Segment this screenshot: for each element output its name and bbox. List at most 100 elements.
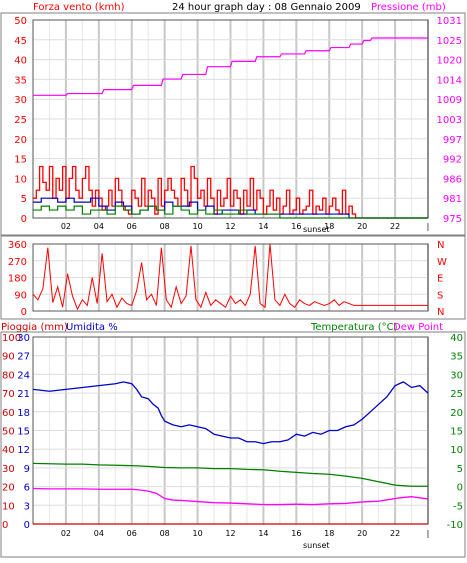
pressure-tick-label: 986 <box>443 174 462 185</box>
wind-direction-series <box>32 243 428 311</box>
wind-speed-tick-label: 35 <box>14 75 27 86</box>
hour-tick-label: 12 <box>225 529 235 538</box>
direction-tick-label: 270 <box>8 257 27 268</box>
hour-tick-label: 18 <box>324 529 334 538</box>
humidity-tick-label: 27 <box>17 352 30 363</box>
wind-pressure-series <box>33 37 428 219</box>
rain-tick-label: 100 <box>2 333 21 344</box>
humidity-axis-title: Umidita % <box>66 322 118 333</box>
wind-speed-tick-label: 50 <box>14 16 27 27</box>
pressure-tick-label: 975 <box>443 214 462 225</box>
series-temperaturac <box>32 462 428 487</box>
humidity-tick-label: 30 <box>17 333 30 344</box>
wind-speed-tick-label: 10 <box>14 174 27 185</box>
compass-label: N <box>437 240 444 251</box>
rain-tick-label: 80 <box>2 370 15 381</box>
hour-tick-label: 08 <box>160 222 170 231</box>
compass-label: N <box>437 307 444 318</box>
rain-tick-label: 60 <box>2 408 15 419</box>
hour-tick-label: 18 <box>324 222 334 231</box>
hour-tick-label: 16 <box>291 529 301 538</box>
temperature-axis-ticks: -10 -5 0 5 10 15 20 25 30 35 40 <box>447 333 463 531</box>
wind-speed-tick-label: 0 <box>21 214 27 225</box>
pressure-tick-label: 997 <box>443 135 462 146</box>
pressure-tick-label: 992 <box>443 155 462 166</box>
direction-tick-label: 90 <box>14 290 27 301</box>
hour-tick-label: 04 <box>94 222 104 231</box>
wind-speed-tick-label: 45 <box>14 36 27 47</box>
humidity-tick-label: 15 <box>17 427 30 438</box>
humidity-tick-label: 6 <box>24 483 30 494</box>
rain-axis-title: Pioggia (mm) <box>1 322 68 333</box>
series-umidita <box>32 381 429 445</box>
pressure-tick-label: 1020 <box>437 56 462 67</box>
plot-area-border <box>32 19 429 219</box>
compass-label: S <box>437 290 443 301</box>
humidity-tick-label: 18 <box>17 408 30 419</box>
wind-speed-tick-label: 20 <box>14 135 27 146</box>
temperature-tick-label: 15 <box>450 427 463 438</box>
rain-tick-label: 70 <box>2 389 15 400</box>
hour-tick-label: 06 <box>127 529 137 538</box>
wind-direction-axis-ticks: 0 90 180 270 360 <box>8 240 27 318</box>
direction-tick-label: 360 <box>8 240 27 251</box>
humidity-tick-label: 24 <box>17 370 30 381</box>
sunset-label: sunset <box>303 225 330 234</box>
hour-tick-label: 14 <box>258 222 268 231</box>
wind-pressure-hour-labels: 02 04 06 08 10 12 14 16 18 20 22 | <box>61 222 430 231</box>
temperature-tick-label: 40 <box>450 333 463 344</box>
pressure-tick-label: 1003 <box>437 115 462 126</box>
rain-tick-label: 10 <box>2 501 15 512</box>
pressure-axis-ticks: 975 981 986 992 997 1003 1009 1014 1020 1025 1031 <box>437 16 462 225</box>
temperature-tick-label: -5 <box>453 501 463 512</box>
wind-pressure-grid <box>32 19 429 219</box>
hour-tick-label: 12 <box>225 222 235 231</box>
humidity-tick-label: 21 <box>17 389 30 400</box>
hour-tick-label: 06 <box>127 222 137 231</box>
hour-tick-label: 02 <box>61 222 71 231</box>
temperature-tick-label: 25 <box>450 389 463 400</box>
temperature-tick-label: 0 <box>457 483 463 494</box>
dew-point-axis-title: Dew Point <box>393 322 443 333</box>
humidity-tick-label: 3 <box>24 501 30 512</box>
hour-tick-label: | <box>427 529 430 538</box>
series-pressionemb <box>33 37 428 96</box>
temperature-tick-label: -10 <box>447 520 463 531</box>
series-gust <box>33 165 428 219</box>
series-avg <box>33 205 428 219</box>
pressure-tick-label: 1031 <box>437 16 462 27</box>
hour-tick-label: 22 <box>390 222 400 231</box>
rain-tick-label: 40 <box>2 445 15 456</box>
rain-humidity-temperature-hour-labels: 02 04 06 08 10 12 14 16 18 20 22 | <box>61 529 430 538</box>
rain-humidity-temperature-panel <box>0 331 466 558</box>
direction-tick-label: 180 <box>8 274 27 285</box>
rain-tick-label: 30 <box>2 464 15 475</box>
hour-tick-label: | <box>427 222 430 231</box>
humidity-tick-label: 0 <box>24 520 30 531</box>
hour-tick-label: 10 <box>192 222 202 231</box>
plot-area-border <box>32 243 429 312</box>
pressure-tick-label: 981 <box>443 194 462 205</box>
hour-tick-label: 16 <box>291 222 301 231</box>
humidity-tick-label: 9 <box>24 464 30 475</box>
pressure-tick-label: 1025 <box>437 36 462 47</box>
hour-tick-label: 20 <box>357 222 367 231</box>
hour-tick-label: 22 <box>390 529 400 538</box>
pressure-axis-title: Pressione (mb) <box>371 2 446 13</box>
chart-title: 24 hour graph day : 08 Gennaio 2009 <box>172 2 361 13</box>
series-dewpoint <box>32 487 429 506</box>
sunset-label-bottom: sunset <box>303 541 330 550</box>
compass-label: E <box>437 274 443 285</box>
humidity-tick-label: 12 <box>17 445 30 456</box>
hour-tick-label: 04 <box>94 529 104 538</box>
pressure-tick-label: 1014 <box>437 75 462 86</box>
rain-tick-label: 50 <box>2 427 15 438</box>
hour-tick-label: 20 <box>357 529 367 538</box>
rain-humidity-temperature-series <box>32 381 429 525</box>
temperature-tick-label: 5 <box>457 464 463 475</box>
pressure-tick-label: 1009 <box>437 95 462 106</box>
hour-tick-label: 08 <box>160 529 170 538</box>
temperature-tick-label: 10 <box>450 445 463 456</box>
